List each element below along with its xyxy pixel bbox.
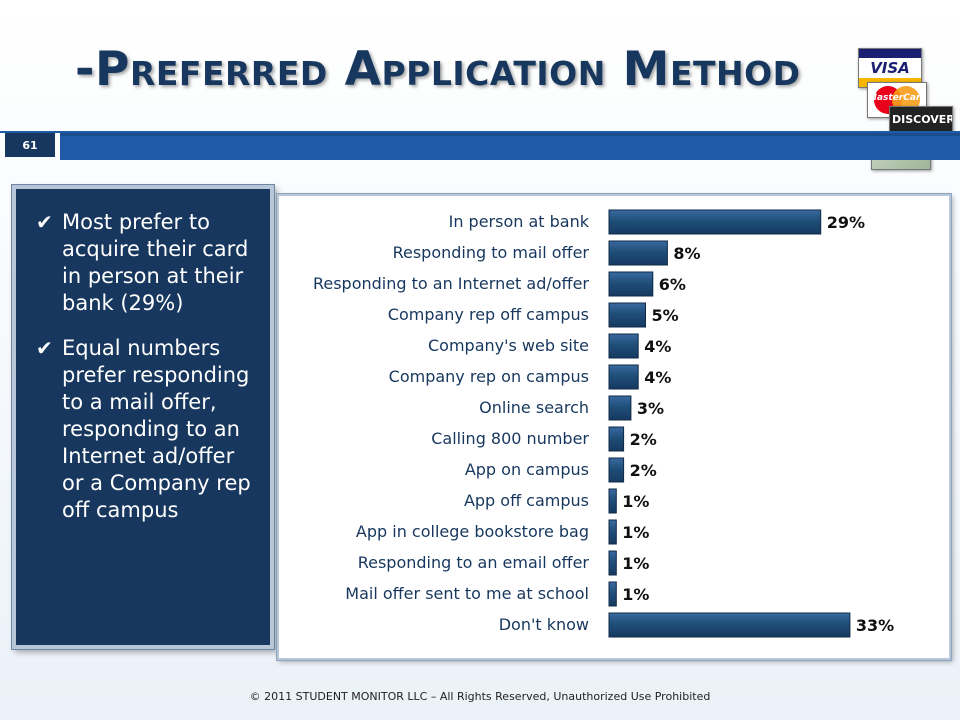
bar	[608, 457, 625, 483]
category-label: Calling 800 number	[431, 429, 589, 448]
bar	[608, 488, 617, 514]
bar	[608, 612, 851, 638]
value-label: 4%	[644, 368, 671, 387]
category-label: App on campus	[465, 460, 589, 479]
value-label: 2%	[630, 461, 657, 480]
slide-number: 61	[5, 133, 55, 157]
category-label: Don't know	[499, 615, 589, 634]
value-label: 1%	[622, 492, 649, 511]
bullet-item: ✔ Most prefer to acquire their card in p…	[36, 209, 252, 317]
check-icon: ✔	[36, 336, 53, 360]
bullet-text: Most prefer to acquire their card in per…	[62, 210, 249, 315]
bar	[608, 364, 639, 390]
value-label: 8%	[673, 244, 700, 263]
category-label: Responding to an email offer	[358, 553, 590, 572]
category-label: Online search	[479, 398, 589, 417]
bullet-text: Equal numbers prefer responding to a mai…	[62, 336, 251, 522]
copyright-footer: © 2011 STUDENT MONITOR LLC – All Rights …	[249, 690, 711, 703]
value-label: 4%	[644, 337, 671, 356]
check-icon: ✔	[36, 210, 53, 234]
bar	[608, 395, 632, 421]
value-label: 29%	[827, 213, 865, 232]
category-label: Company rep off campus	[388, 305, 589, 324]
value-label: 1%	[622, 523, 649, 542]
bar	[608, 426, 625, 452]
bullet-item: ✔ Equal numbers prefer responding to a m…	[36, 335, 252, 524]
bar	[608, 550, 617, 576]
chart-panel: In person at bank 29% Responding to mail o…	[276, 193, 952, 661]
value-label: 6%	[659, 275, 686, 294]
page-title: -Preferred Application Method	[75, 42, 801, 97]
bar-chart: In person at bank 29% Responding to mail o…	[313, 209, 894, 638]
category-label: App off campus	[464, 491, 589, 510]
value-label: 1%	[622, 585, 649, 604]
bar	[608, 271, 654, 297]
category-label: In person at bank	[449, 212, 590, 231]
bar	[608, 333, 639, 359]
bar	[608, 240, 668, 266]
value-label: 1%	[622, 554, 649, 573]
category-label: Responding to mail offer	[393, 243, 590, 262]
category-label: Company rep on campus	[389, 367, 589, 386]
bar	[608, 519, 617, 545]
category-label: Responding to an Internet ad/offer	[313, 274, 589, 293]
bar	[608, 581, 617, 607]
header-bar	[60, 133, 960, 160]
header-rule: 61	[0, 131, 960, 161]
value-label: 5%	[652, 306, 679, 325]
category-label: Company's web site	[428, 336, 589, 355]
bar	[608, 302, 646, 328]
bar	[608, 209, 822, 235]
value-label: 33%	[856, 616, 894, 635]
value-label: 2%	[630, 430, 657, 449]
value-label: 3%	[637, 399, 664, 418]
summary-panel: ✔ Most prefer to acquire their card in p…	[11, 184, 275, 650]
category-label: App in college bookstore bag	[356, 522, 589, 541]
category-label: Mail offer sent to me at school	[345, 584, 589, 603]
